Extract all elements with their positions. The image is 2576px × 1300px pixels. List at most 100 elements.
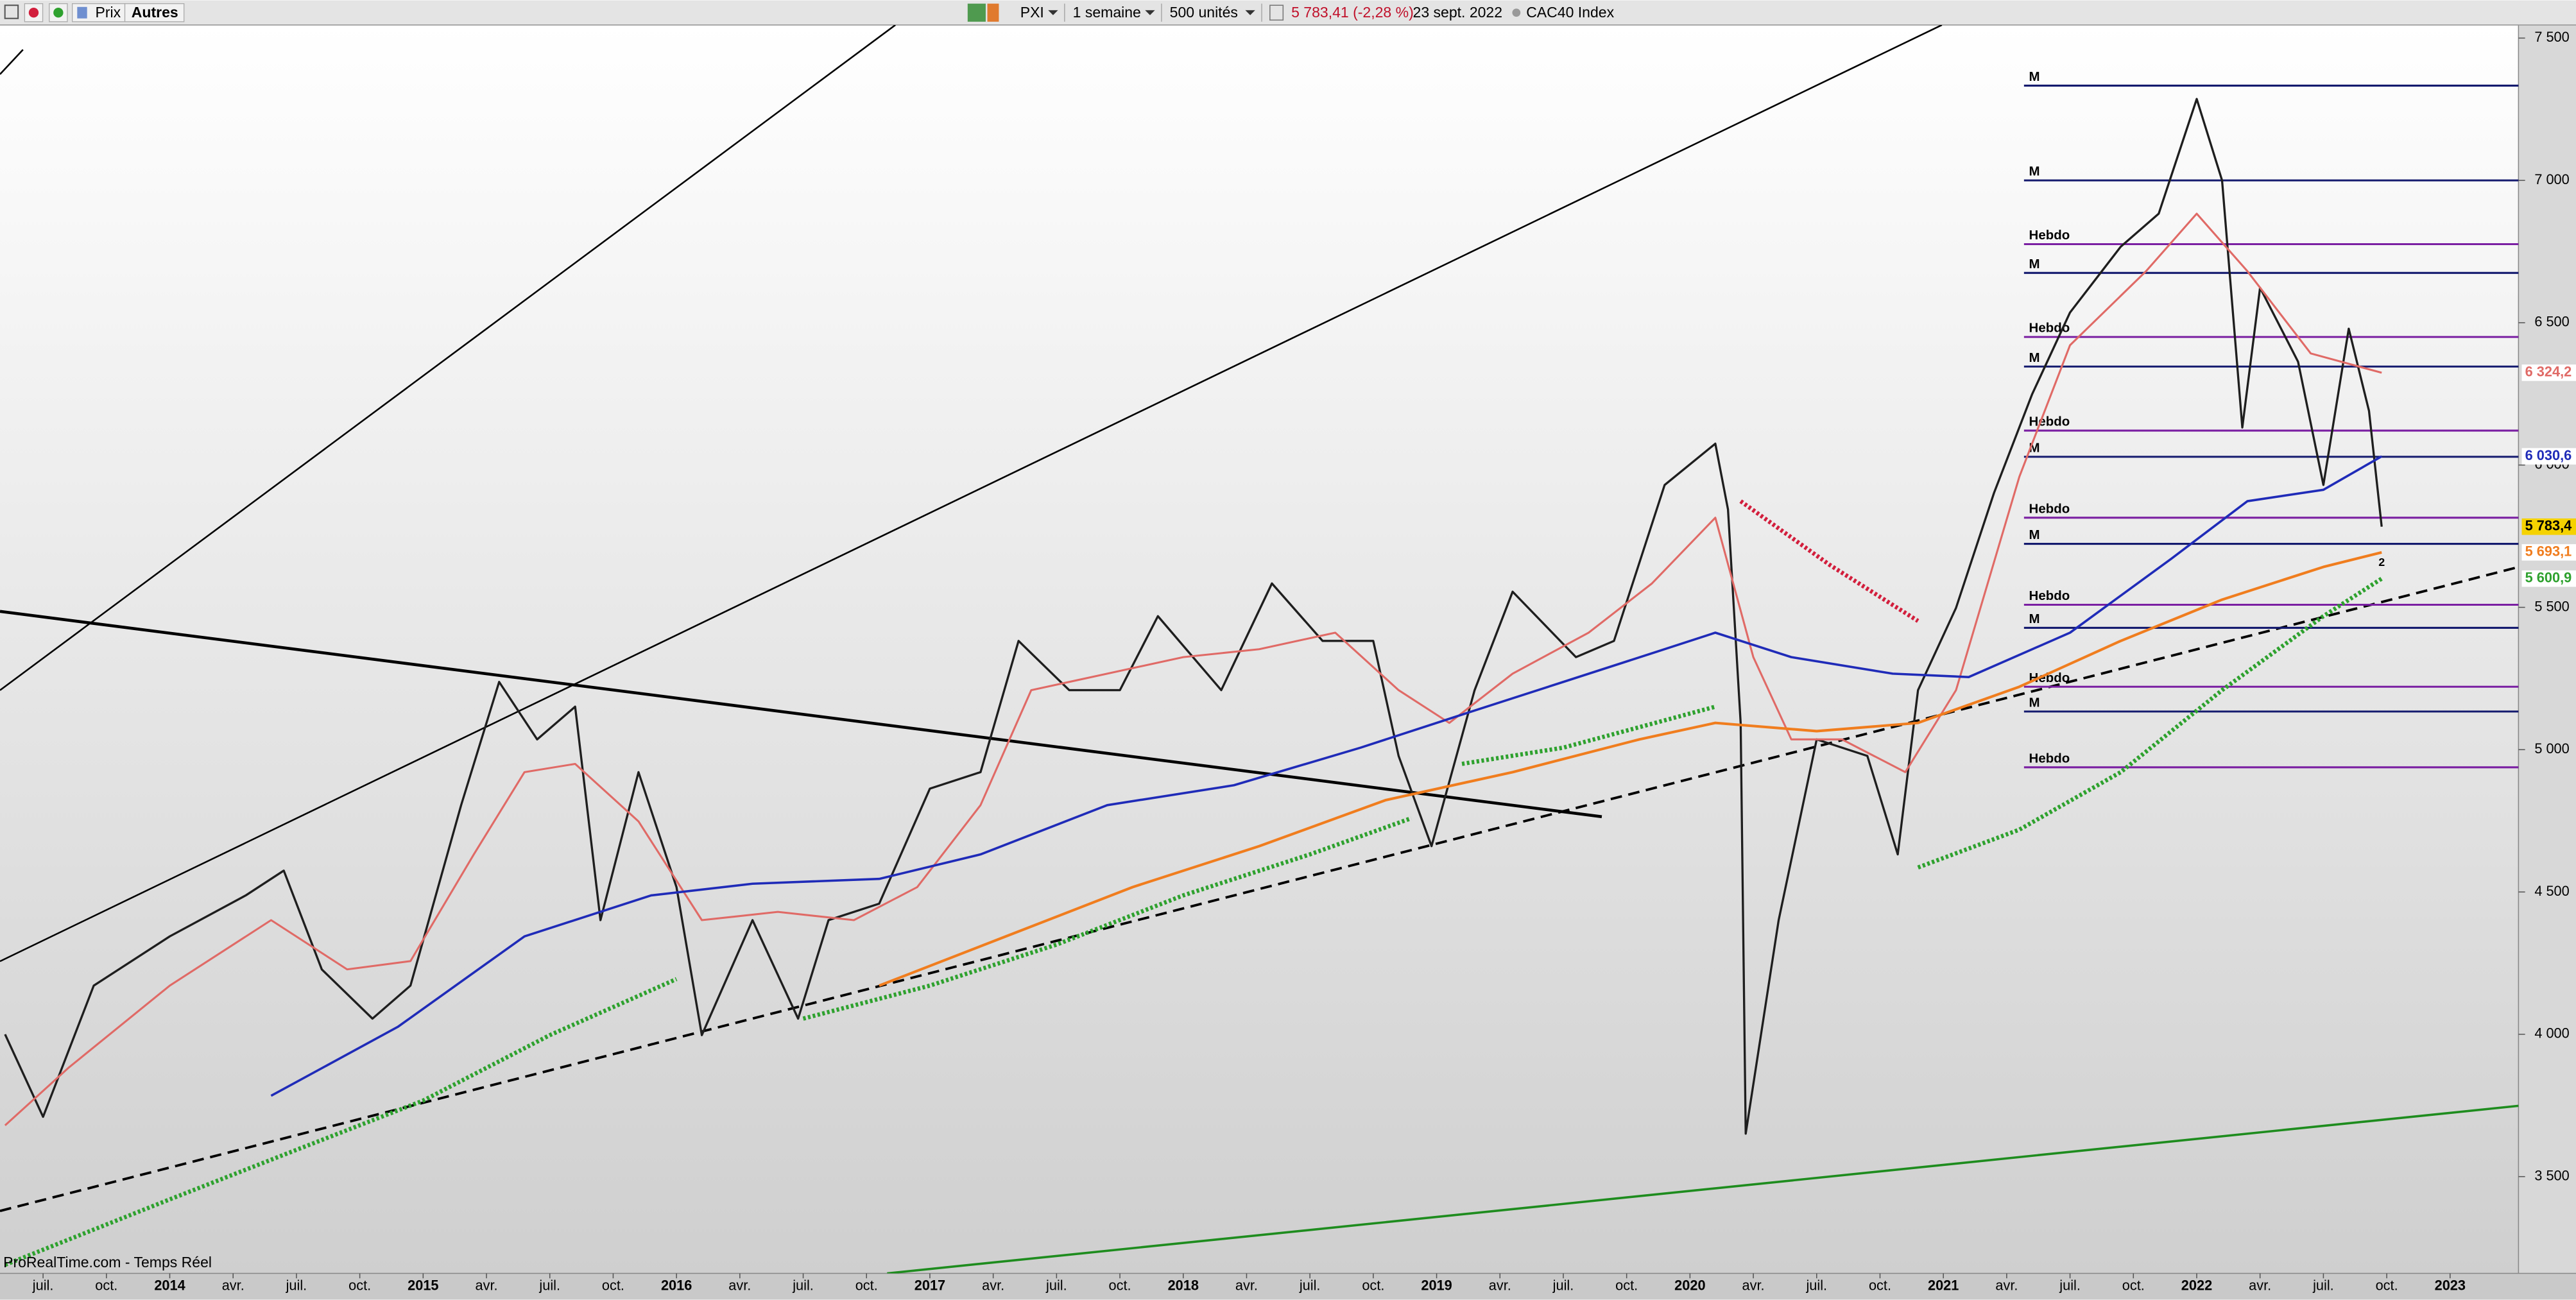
add-icon-dot <box>28 8 39 18</box>
x-tick-label: 2019 <box>1421 1278 1452 1294</box>
quote: 5 783,41 (-2,28 %) <box>1291 4 1414 21</box>
drawings <box>0 24 2519 1274</box>
annotation: 2 <box>2378 556 2385 569</box>
series-line <box>879 551 2382 987</box>
units[interactable]: 500 unités <box>1170 4 1238 21</box>
level-label: M <box>2029 164 2040 179</box>
level-label: M <box>2029 69 2040 84</box>
price-tag-label: 6 030,6 <box>2525 447 2572 463</box>
x-tick-label: 2023 <box>2435 1278 2466 1294</box>
level-label: Hebdo <box>2029 415 2070 429</box>
x-tick-label: avr. <box>728 1278 751 1294</box>
x-tick-label: oct. <box>602 1278 624 1294</box>
symbol-dropdown[interactable] <box>1048 10 1058 15</box>
y-tick-label: 6 500 <box>2534 314 2569 330</box>
series-line <box>4 576 2383 1267</box>
autres-button[interactable] <box>124 3 185 22</box>
level-label: Hebdo <box>2029 671 2070 685</box>
level-label: M <box>2029 350 2040 365</box>
chart-style-icon[interactable] <box>987 3 999 22</box>
x-tick-label: 2018 <box>1168 1278 1199 1294</box>
series-line <box>1739 499 1919 623</box>
x-tick-label: avr. <box>222 1278 245 1294</box>
y-tick-label: 4 000 <box>2534 1025 2569 1041</box>
x-tick-label: juil. <box>1299 1278 1321 1294</box>
y-tick-label: 7 000 <box>2534 171 2569 187</box>
x-tick-label: oct. <box>348 1278 371 1294</box>
level-label: Hebdo <box>2029 751 2070 765</box>
price-tag-label: 6 324,2 <box>2525 364 2572 380</box>
chart-type-icon[interactable] <box>967 3 986 22</box>
x-tick-label: oct. <box>1109 1278 1131 1294</box>
x-tick-label: juil. <box>1805 1278 1827 1294</box>
x-tick-label: juil. <box>792 1278 814 1294</box>
price-tag <box>2521 364 2576 381</box>
period-dropdown[interactable] <box>1145 10 1155 15</box>
x-tick-label: 2017 <box>914 1278 945 1294</box>
price-tag <box>2521 570 2576 587</box>
x-tick-label: oct. <box>855 1278 878 1294</box>
x-tick-label: avr. <box>2249 1278 2271 1294</box>
level-label: M <box>2029 257 2040 271</box>
x-tick-label: oct. <box>1869 1278 1891 1294</box>
trendline <box>0 49 24 75</box>
x-tick-label: juil. <box>1045 1278 1067 1294</box>
x-tick-label: oct. <box>1615 1278 1638 1294</box>
level-label: M <box>2029 612 2040 626</box>
trendline <box>0 610 1602 819</box>
x-tick-label: avr. <box>1235 1278 1258 1294</box>
x-tick-label: oct. <box>1362 1278 1384 1294</box>
x-tick-label: avr. <box>1995 1278 2018 1294</box>
price-tag-label: 5 783,4 <box>2525 518 2572 534</box>
y-tick-label: 5 500 <box>2534 598 2569 614</box>
x-tick-label: avr. <box>1742 1278 1765 1294</box>
autres-label[interactable]: Autres <box>132 4 178 21</box>
trendline <box>0 24 1943 962</box>
x-tick-label: avr. <box>982 1278 1004 1294</box>
prix-label[interactable]: Prix <box>95 4 121 21</box>
symbol[interactable]: PXI <box>1020 4 1044 21</box>
x-tick-label: 2015 <box>408 1278 438 1294</box>
y-tick-label: 3 500 <box>2534 1167 2569 1183</box>
window-icon[interactable] <box>4 4 19 19</box>
price-tag <box>2521 518 2576 535</box>
x-tick-label: juil. <box>1552 1278 1574 1294</box>
level-label: Hebdo <box>2029 228 2070 243</box>
index-name: CAC40 Index <box>1526 4 1614 21</box>
x-tick-label: 2020 <box>1674 1278 1705 1294</box>
x-tick-label: 2021 <box>1928 1278 1959 1294</box>
units-dropdown[interactable] <box>1245 10 1255 15</box>
x-tick-label: juil. <box>286 1278 307 1294</box>
price-tag-label: 5 693,1 <box>2525 543 2572 560</box>
x-axis-area <box>0 1273 2576 1300</box>
price-tag-label: 5 600,9 <box>2525 570 2572 586</box>
y-tick-label: 5 000 <box>2534 740 2569 757</box>
x-tick-label: avr. <box>1489 1278 1511 1294</box>
x-tick-label: juil. <box>2059 1278 2081 1294</box>
x-tick-label: oct. <box>2122 1278 2145 1294</box>
price-tag <box>2521 544 2576 561</box>
x-tick-label: juil. <box>2312 1278 2334 1294</box>
series-line <box>4 212 2382 1126</box>
y-tick-label: 7 500 <box>2534 29 2569 45</box>
indicator-icon-dot <box>53 8 64 18</box>
level-label: M <box>2029 527 2040 542</box>
price-tag <box>2521 448 2576 465</box>
x-tick-label: oct. <box>2376 1278 2398 1294</box>
level-label: Hebdo <box>2029 321 2070 336</box>
info-icon[interactable] <box>1269 4 1284 21</box>
series-line <box>4 98 2383 1135</box>
level-label: M <box>2029 695 2040 710</box>
x-tick-label: avr. <box>476 1278 498 1294</box>
x-tick-label: 2014 <box>154 1278 185 1294</box>
x-tick-label: oct. <box>95 1278 117 1294</box>
quote-date: 23 sept. 2022 <box>1413 4 1503 21</box>
level-label: Hebdo <box>2029 588 2070 603</box>
toolbar <box>0 0 2576 25</box>
x-tick-label: 2016 <box>661 1278 692 1294</box>
prix-icon <box>77 6 87 19</box>
period[interactable]: 1 semaine <box>1073 4 1141 21</box>
